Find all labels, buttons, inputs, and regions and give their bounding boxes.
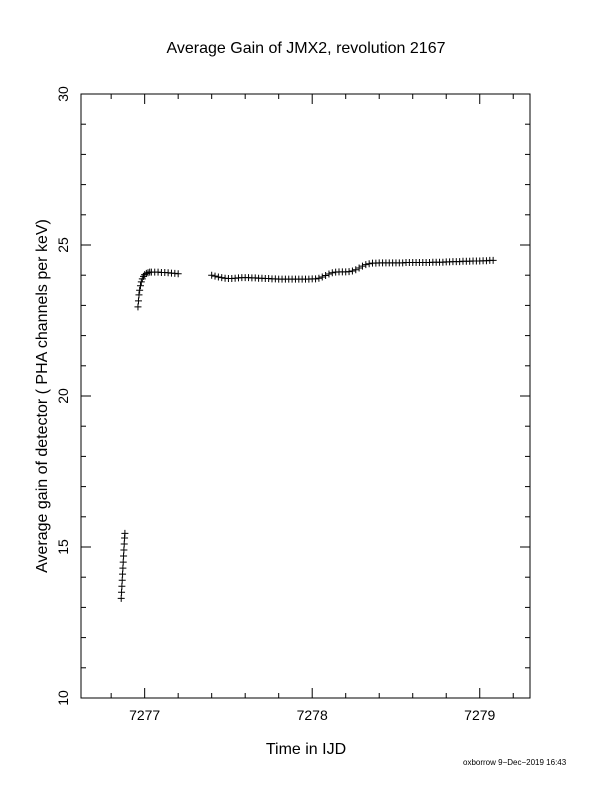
x-tick-label: 7279 xyxy=(464,707,495,723)
y-tick-label: 10 xyxy=(55,690,71,706)
y-tick-label: 25 xyxy=(55,237,71,253)
data-point xyxy=(345,268,353,276)
data-point xyxy=(121,529,129,537)
data-point xyxy=(211,272,219,280)
y-tick-label: 30 xyxy=(55,86,71,102)
data-point xyxy=(120,546,128,554)
data-point xyxy=(135,291,143,299)
data-point xyxy=(119,558,127,566)
data-point xyxy=(134,297,142,305)
x-tick-label: 7277 xyxy=(129,707,160,723)
data-point xyxy=(348,267,356,275)
data-point xyxy=(318,273,326,281)
data-point xyxy=(139,272,147,280)
data-point xyxy=(142,269,150,277)
data-point xyxy=(328,269,336,277)
data-point xyxy=(141,271,149,279)
data-point xyxy=(136,282,144,290)
data-point xyxy=(358,262,366,270)
y-tick-label: 20 xyxy=(55,388,71,404)
data-points xyxy=(117,256,497,602)
data-point xyxy=(208,271,216,279)
data-point xyxy=(218,274,226,282)
data-point xyxy=(365,260,373,268)
data-point xyxy=(137,278,145,286)
data-point xyxy=(322,272,330,280)
x-axis-label: Time in IJD xyxy=(266,741,346,758)
data-point xyxy=(120,540,128,548)
data-point xyxy=(117,594,125,602)
footer-credit: oxborrow 9−Dec−2019 16:43 xyxy=(463,758,567,767)
data-point xyxy=(325,270,333,278)
data-point xyxy=(312,275,320,283)
data-point xyxy=(144,269,152,277)
chart-title: Average Gain of JMX2, revolution 2167 xyxy=(167,40,446,57)
axis-ticks xyxy=(81,93,530,699)
data-point xyxy=(362,261,370,269)
data-point xyxy=(119,564,127,572)
y-axis-label: Average gain of detector ( PHA channels … xyxy=(34,219,51,573)
data-point xyxy=(355,264,363,272)
data-point xyxy=(174,270,182,278)
data-point xyxy=(118,576,126,584)
data-point xyxy=(118,588,126,596)
data-point xyxy=(120,552,128,560)
data-point xyxy=(352,266,360,274)
data-point xyxy=(489,256,497,264)
plot-frame xyxy=(80,93,531,699)
data-point xyxy=(134,303,142,311)
data-point xyxy=(315,274,323,282)
data-point xyxy=(136,286,144,294)
data-point xyxy=(214,273,222,281)
y-tick-label: 15 xyxy=(55,539,71,555)
data-point xyxy=(118,582,126,590)
x-tick-label: 7278 xyxy=(297,707,328,723)
data-point xyxy=(119,570,127,578)
axis-tick-labels: 7277 7278 7279 10 15 20 25 30 xyxy=(55,86,496,723)
